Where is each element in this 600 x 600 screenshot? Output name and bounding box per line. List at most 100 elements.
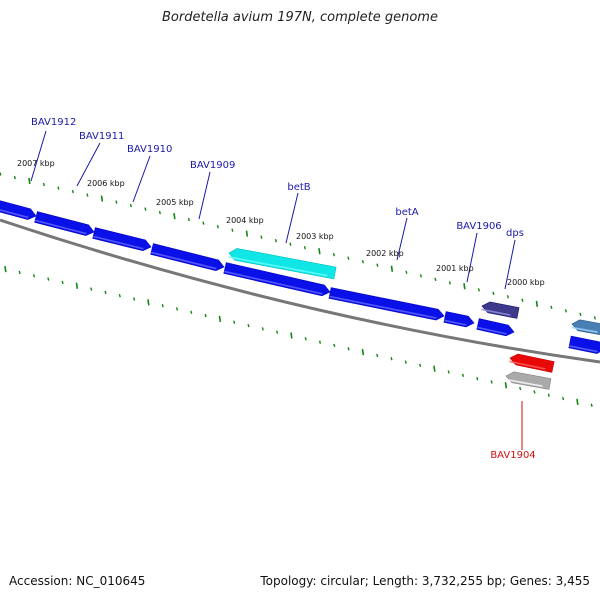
tick-mark: [42, 182, 45, 187]
tick-mark: [47, 277, 50, 281]
tick-mark: [18, 270, 21, 275]
tick-mark: [333, 343, 336, 348]
tick-label: 2003 kbp: [296, 232, 334, 241]
tick-mark: [390, 357, 393, 361]
gene-arrow-BAV1905[interactable]: [509, 353, 555, 373]
tick-mark: [100, 195, 104, 202]
tick-mark: [576, 398, 579, 405]
tick-mark: [13, 175, 16, 180]
gene-label-BAV1906[interactable]: BAV1906: [456, 221, 501, 232]
tick-mark: [61, 280, 64, 285]
tick-mark: [504, 382, 508, 389]
gene-arrow-BAV1906[interactable]: [476, 318, 515, 337]
tick-mark: [175, 307, 179, 311]
tick-mark: [550, 305, 553, 310]
tick-mark: [144, 207, 147, 211]
tick-mark: [261, 327, 264, 331]
tick-mark: [115, 200, 118, 204]
tick-mark: [190, 310, 193, 314]
tick-mark: [519, 386, 522, 391]
tick-mark: [161, 303, 164, 308]
tick-mark: [332, 253, 335, 257]
tick-mark: [173, 213, 176, 220]
tick-mark: [447, 370, 450, 374]
tick-mark: [147, 299, 150, 306]
tick-mark: [361, 348, 365, 356]
tick-marks-upper: [0, 172, 596, 320]
tick-mark: [404, 360, 407, 364]
tick-mark: [461, 373, 465, 378]
tick-mark: [32, 274, 36, 278]
tick-mark: [535, 300, 539, 307]
accession-text: Accession: NC_010645: [9, 574, 146, 588]
gene-arrow-dps[interactable]: [481, 301, 520, 319]
gene-arrow-BAV1909[interactable]: [223, 262, 331, 297]
gene-arrow-BAV1910[interactable]: [150, 243, 225, 271]
tick-mark: [0, 172, 2, 176]
gene-label-BAV1909[interactable]: BAV1909: [190, 160, 235, 171]
gene-arrow-offscreen-2[interactable]: [568, 335, 600, 354]
gene-leader-line: [285, 192, 299, 244]
tick-mark: [57, 186, 60, 190]
tick-mark: [247, 323, 250, 328]
gene-label-BAV1911[interactable]: BAV1911: [79, 131, 124, 142]
tick-labels: 2007 kbp 2006 kbp 2005 kbp 2004 kbp 2003 kbp…: [17, 159, 545, 287]
gene-arrow-BAV1904[interactable]: [505, 371, 552, 390]
tick-mark: [260, 235, 263, 239]
tick-mark: [304, 337, 307, 341]
gene-leader-line: [198, 171, 211, 220]
tick-label: 2000 kbp: [507, 278, 545, 287]
tick-mark: [492, 291, 495, 295]
gene-arrow-BAV1912[interactable]: [34, 211, 95, 236]
tick-mark: [202, 221, 205, 225]
tick-mark: [347, 256, 350, 260]
tick-mark: [376, 353, 379, 358]
gene-label-betB[interactable]: betB: [287, 182, 310, 193]
gene-label-BAV1904[interactable]: BAV1904: [490, 450, 535, 461]
gene-leader-line: [30, 130, 47, 182]
tick-mark: [521, 298, 524, 303]
tick-mark: [274, 238, 277, 243]
gene-arrow-betB[interactable]: [228, 248, 337, 280]
gene-arrow-betA[interactable]: [328, 287, 445, 321]
gene-leader-line: [76, 142, 101, 187]
gene-label-BAV1910[interactable]: BAV1910: [127, 144, 172, 155]
tick-marks-lower: [4, 266, 593, 407]
tick-mark: [419, 363, 422, 368]
tick-mark: [476, 376, 479, 381]
tick-mark: [579, 312, 582, 317]
tick-mark: [533, 390, 536, 394]
gene-arrow-BAV1913[interactable]: [0, 200, 37, 220]
gene-arrow-BAV1907[interactable]: [443, 311, 475, 328]
tick-mark: [590, 403, 593, 407]
tick-mark: [71, 189, 74, 194]
gene-label-dps[interactable]: dps: [506, 228, 524, 239]
tick-mark: [506, 295, 509, 299]
tick-mark: [434, 277, 437, 281]
tick-mark: [290, 332, 293, 339]
gene-arrow-offscreen-1[interactable]: [571, 319, 600, 336]
tick-mark: [593, 316, 596, 320]
tick-label: 2006 kbp: [87, 179, 125, 188]
gene-arrow-BAV1911[interactable]: [92, 227, 152, 251]
tick-mark: [86, 193, 89, 197]
tick-mark: [318, 248, 321, 255]
tick-mark: [233, 320, 236, 324]
tick-mark: [90, 287, 93, 291]
tick-mark: [318, 340, 322, 344]
tick-mark: [158, 210, 161, 215]
tick-mark: [218, 315, 222, 323]
tick-mark: [118, 294, 121, 298]
gene-label-betA[interactable]: betA: [395, 207, 418, 218]
tick-label: 2004 kbp: [226, 216, 264, 225]
gene-leader-line: [396, 217, 408, 261]
tick-label: 2002 kbp: [366, 249, 404, 258]
tick-label: 2007 kbp: [17, 159, 55, 168]
tick-mark: [477, 288, 480, 292]
gene-label-BAV1912[interactable]: BAV1912: [31, 117, 76, 128]
tick-mark: [231, 228, 234, 232]
tick-mark: [419, 274, 422, 278]
tick-mark: [216, 224, 219, 229]
